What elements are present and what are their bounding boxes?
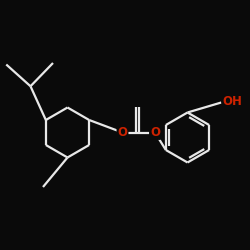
Text: O: O [150,126,160,139]
Text: O: O [118,126,128,139]
Text: OH: OH [222,95,242,108]
